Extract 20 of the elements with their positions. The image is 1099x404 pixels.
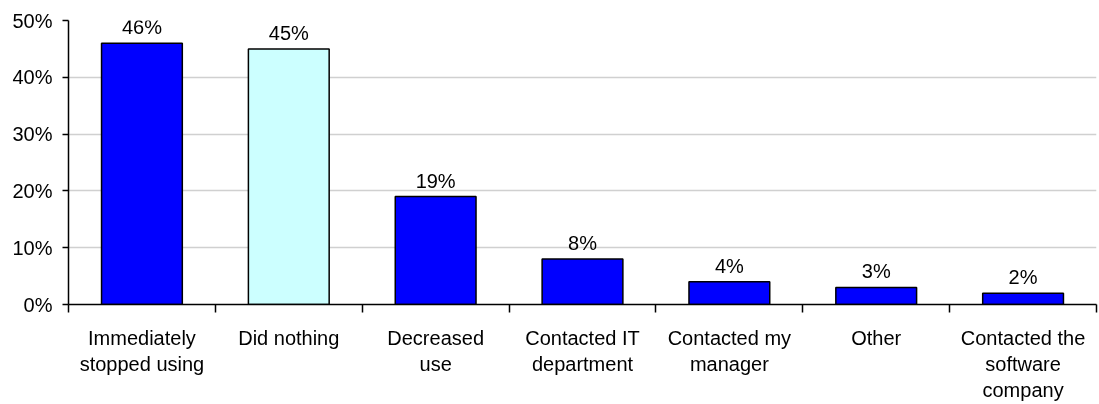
y-tick-label: 40% [12, 66, 53, 89]
x-tick-label: Decreased use [387, 326, 484, 375]
y-tick-label: 10% [12, 236, 53, 259]
data-label: 4% [714, 254, 745, 277]
x-tick-label: Contacted the software company [960, 326, 1086, 402]
data-label: 2% [1008, 266, 1038, 289]
x-tick-label: Other [851, 326, 902, 349]
x-tick-label: Contacted IT department [525, 326, 640, 375]
data-label: 19% [415, 169, 456, 192]
data-label: 3% [861, 260, 891, 283]
data-label: 46% [121, 16, 163, 39]
x-tick-label: Did nothing [238, 326, 340, 349]
y-tick-label: 0% [23, 293, 53, 316]
x-tick-label: Contacted my manager [667, 326, 792, 375]
data-label: 45% [268, 21, 310, 44]
x-tick-label: Immediately stopped using [79, 326, 205, 375]
y-tick-label: 50% [12, 9, 53, 32]
y-tick-label: 30% [12, 123, 53, 146]
data-label: 8% [568, 232, 598, 255]
y-tick-label: 20% [12, 179, 53, 202]
